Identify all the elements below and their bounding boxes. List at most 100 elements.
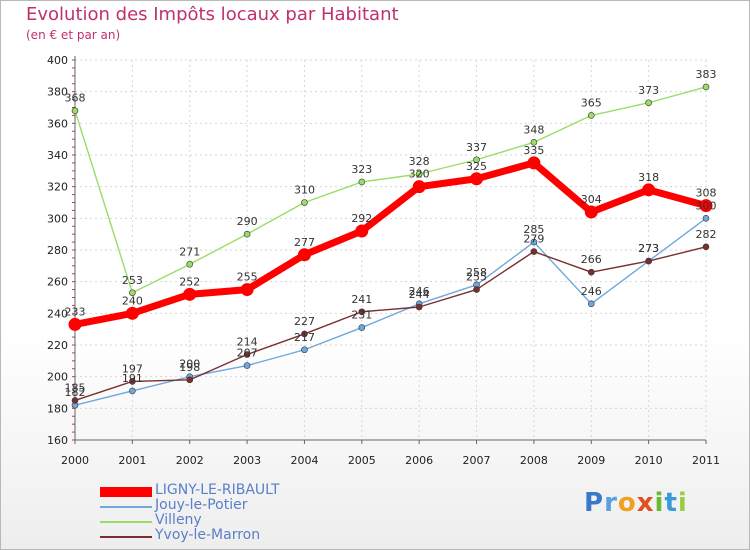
data-point bbox=[412, 180, 426, 194]
chart-subtitle: (en € et par an) bbox=[26, 28, 121, 42]
x-tick-label: 2001 bbox=[118, 454, 146, 467]
data-label: 308 bbox=[696, 187, 717, 200]
series-lines bbox=[68, 83, 713, 409]
y-tick-label: 180 bbox=[47, 402, 68, 415]
data-point bbox=[71, 107, 79, 114]
data-point bbox=[186, 260, 194, 268]
data-point bbox=[530, 139, 538, 146]
data-label: 255 bbox=[466, 271, 487, 284]
data-label: 310 bbox=[294, 184, 315, 197]
y-tick-label: 300 bbox=[47, 212, 68, 225]
data-label: 273 bbox=[638, 242, 659, 255]
data-point bbox=[587, 112, 595, 119]
data-label: 198 bbox=[179, 361, 200, 374]
data-labels: 3682532712903103233283373483653733831821… bbox=[65, 68, 717, 399]
data-label: 279 bbox=[523, 233, 544, 246]
x-tick-label: 2004 bbox=[290, 454, 318, 467]
series-line bbox=[74, 159, 707, 328]
data-label: 373 bbox=[638, 84, 659, 97]
x-tick-label: 2010 bbox=[635, 454, 663, 467]
y-tick-label: 360 bbox=[47, 117, 68, 130]
data-label: 325 bbox=[466, 160, 487, 173]
data-label: 258 bbox=[466, 266, 487, 279]
logo-letter: o bbox=[617, 488, 637, 518]
data-label: 182 bbox=[65, 386, 86, 399]
data-point bbox=[584, 205, 598, 219]
y-tick-label: 220 bbox=[47, 339, 68, 352]
data-label: 337 bbox=[466, 141, 487, 154]
y-tick-label: 240 bbox=[47, 307, 68, 320]
axes: 160 180 200 220 240 260 280 300 320 340 360 380 400 2… bbox=[47, 54, 720, 467]
series-line bbox=[74, 217, 707, 406]
data-point bbox=[129, 378, 136, 385]
x-tick-label: 2000 bbox=[61, 454, 89, 467]
data-label: 271 bbox=[179, 245, 200, 258]
proxiti-logo: Proxiti bbox=[584, 488, 688, 518]
logo-letter: i bbox=[654, 488, 665, 518]
data-label: 241 bbox=[351, 293, 372, 306]
logo-letter: r bbox=[604, 488, 618, 518]
y-tick-label: 200 bbox=[47, 371, 68, 384]
data-label: 328 bbox=[409, 155, 430, 168]
data-point bbox=[355, 224, 369, 238]
series-line bbox=[74, 86, 707, 294]
data-point bbox=[243, 230, 251, 238]
y-tick-label: 160 bbox=[47, 434, 68, 447]
data-label: 246 bbox=[581, 285, 602, 298]
data-label: 227 bbox=[294, 315, 315, 328]
data-label: 285 bbox=[523, 223, 544, 236]
data-label: 273 bbox=[638, 242, 659, 255]
data-label: 300 bbox=[696, 199, 717, 212]
data-point bbox=[587, 268, 595, 276]
data-label: 191 bbox=[122, 372, 143, 385]
y-tick-label: 400 bbox=[47, 54, 68, 67]
legend-label: Villeny bbox=[155, 512, 202, 528]
y-tick-label: 320 bbox=[47, 181, 68, 194]
data-point bbox=[642, 183, 656, 197]
data-point bbox=[358, 178, 366, 186]
data-point bbox=[530, 238, 538, 246]
data-label: 318 bbox=[638, 171, 659, 184]
legend-label: Yvoy-le-Marron bbox=[155, 527, 261, 543]
legend-label: LIGNY-LE-RIBAULT bbox=[155, 482, 280, 498]
data-label: 277 bbox=[294, 236, 315, 249]
data-point bbox=[645, 99, 652, 107]
legend-swatch bbox=[100, 536, 152, 538]
data-point bbox=[358, 308, 366, 316]
data-label: 185 bbox=[65, 381, 86, 394]
data-point bbox=[71, 397, 79, 404]
data-point bbox=[243, 351, 251, 358]
x-tick-label: 2007 bbox=[463, 454, 491, 467]
gridlines bbox=[74, 59, 707, 441]
x-tick-label: 2003 bbox=[233, 454, 261, 467]
data-label: 320 bbox=[409, 168, 430, 181]
data-label: 282 bbox=[696, 228, 717, 241]
x-tick-label: 2011 bbox=[692, 454, 720, 467]
data-label: 197 bbox=[122, 362, 143, 375]
data-label: 253 bbox=[122, 274, 143, 287]
y-tick-label: 380 bbox=[47, 86, 68, 99]
data-point bbox=[702, 83, 710, 91]
logo-letter: t bbox=[664, 488, 678, 518]
data-label: 266 bbox=[581, 253, 602, 266]
data-point bbox=[68, 317, 82, 331]
y-tick-label: 260 bbox=[47, 276, 68, 289]
legend-swatch bbox=[100, 487, 152, 497]
data-point bbox=[183, 287, 197, 301]
data-point bbox=[587, 300, 595, 308]
data-point bbox=[301, 346, 308, 354]
data-label: 217 bbox=[294, 331, 315, 344]
data-label: 290 bbox=[237, 215, 258, 228]
data-label: 231 bbox=[351, 309, 372, 322]
data-point bbox=[530, 248, 538, 255]
data-point bbox=[415, 303, 423, 311]
logo-letter: i bbox=[677, 488, 688, 518]
data-point bbox=[470, 172, 484, 186]
data-point bbox=[301, 199, 308, 206]
data-label: 323 bbox=[351, 163, 372, 176]
data-label: 252 bbox=[179, 275, 200, 288]
series-line bbox=[74, 246, 707, 402]
legend-swatch bbox=[100, 521, 152, 523]
data-label: 292 bbox=[351, 212, 372, 225]
data-label: 233 bbox=[65, 305, 86, 318]
